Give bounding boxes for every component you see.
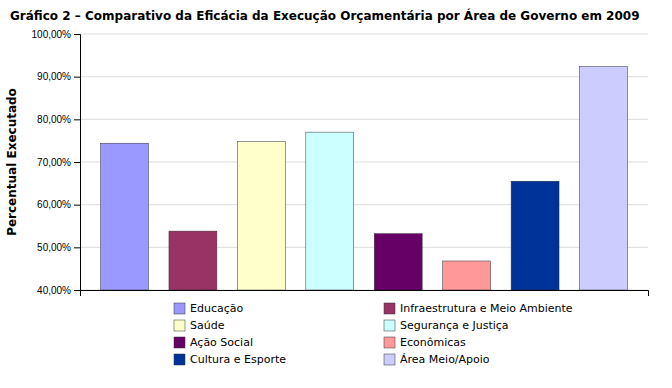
y-tick: 40,00% (37, 285, 80, 296)
bars (101, 66, 628, 290)
legend-label: Educação (190, 302, 243, 315)
y-axis-title: Percentual Executado (5, 88, 19, 236)
bar (580, 66, 628, 290)
y-tick-mark (74, 119, 80, 120)
y-tick-mark (74, 77, 80, 78)
legend-item: Cultura e Esporte (174, 353, 286, 366)
legend-label: Econômicas (400, 336, 466, 349)
legend-swatch (384, 303, 395, 314)
bar (101, 143, 149, 290)
legend-swatch (174, 354, 185, 365)
legend-item: Econômicas (384, 336, 466, 349)
legend-item: Infraestrutura e Meio Ambiente (384, 302, 573, 315)
bar (306, 132, 354, 290)
y-axis: 40,00% 50,00% 60,00% 70,00% 80,00% 90,00% 100,… (32, 29, 81, 296)
y-tick-mark (74, 162, 80, 163)
title: Gráfico 2 – Comparativo da Eficácia da E… (10, 8, 640, 23)
bar (374, 234, 422, 290)
grid-line (80, 204, 648, 205)
grid (80, 34, 648, 290)
grid-line (80, 119, 648, 120)
legend-item: Saúde (174, 319, 225, 332)
bar (237, 142, 285, 290)
legend-swatch (384, 320, 395, 331)
bar (169, 231, 217, 290)
legend: Educação Infraestrutura e Meio Ambiente Sa… (174, 302, 573, 366)
y-tick-mark (74, 290, 80, 291)
grid-line (80, 76, 648, 77)
y-tick: 50,00% (37, 242, 80, 253)
grid-line (80, 34, 648, 35)
y-tick: 80,00% (37, 114, 80, 125)
chart: Gráfico 2 – Comparativo da Eficácia da E… (0, 0, 672, 388)
y-tick-mark (74, 247, 80, 248)
legend-swatch (384, 337, 395, 348)
y-tick-mark (74, 34, 80, 35)
legend-swatch (174, 320, 185, 331)
legend-label: Saúde (190, 319, 225, 332)
legend-label: Segurança e Justiça (400, 319, 509, 332)
bar (443, 261, 491, 290)
y-tick: 60,00% (37, 199, 80, 210)
legend-swatch (174, 337, 185, 348)
grid-line (80, 162, 648, 163)
legend-swatch (384, 354, 395, 365)
y-tick-label: 60,00% (37, 199, 71, 210)
plot: 40,00% 50,00% 60,00% 70,00% 80,00% 90,00% 100,… (32, 29, 649, 296)
legend-item: Área Meio/Apoio (384, 353, 490, 366)
y-tick-label: 50,00% (37, 242, 71, 253)
legend-item: Ação Social (174, 336, 253, 349)
x-axis-line (81, 291, 649, 297)
legend-label: Área Meio/Apoio (400, 353, 490, 366)
grid-line (80, 247, 648, 248)
y-tick-label: 100,00% (32, 29, 72, 40)
y-tick-label: 90,00% (37, 71, 71, 82)
y-axis-line (74, 35, 81, 291)
y-tick-label: 40,00% (37, 285, 71, 296)
y-tick: 90,00% (37, 71, 80, 82)
legend-item: Segurança e Justiça (384, 319, 509, 332)
legend-label: Cultura e Esporte (190, 353, 286, 366)
legend-label: Ação Social (190, 336, 253, 349)
legend-label: Infraestrutura e Meio Ambiente (400, 302, 573, 315)
y-tick: 70,00% (37, 157, 80, 168)
y-tick: 100,00% (32, 29, 80, 40)
bar (511, 181, 559, 290)
y-tick-label: 70,00% (37, 157, 71, 168)
x-axis (81, 291, 649, 297)
y-tick-mark (74, 205, 80, 206)
y-tick-label: 80,00% (37, 114, 71, 125)
legend-item: Educação (174, 302, 243, 315)
legend-swatch (174, 303, 185, 314)
